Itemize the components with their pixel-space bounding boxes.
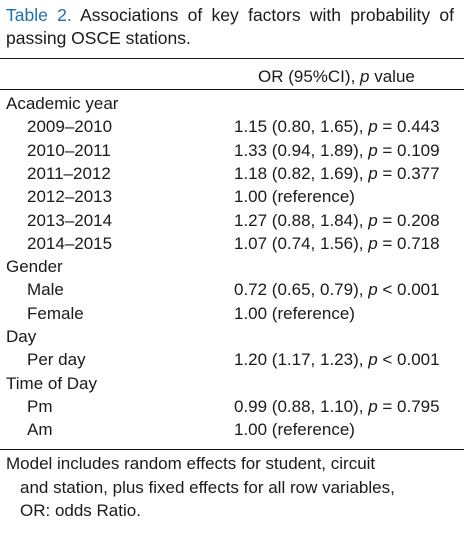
p-symbol: p (368, 210, 378, 230)
p-operator: = (377, 210, 398, 230)
row-or-value: 0.72 (0.65, 0.79), p < 0.001 (234, 278, 440, 302)
p-symbol: p (368, 396, 378, 416)
or-ci-text: 1.27 (0.88, 1.84), (234, 210, 369, 230)
row-category-label: Academic year (6, 94, 119, 113)
row-or-value: 1.18 (0.82, 1.69), p = 0.377 (234, 162, 440, 186)
or-ci-text: 1.20 (1.17, 1.23), (234, 350, 369, 370)
row-label: 2009–2010 (27, 117, 113, 137)
p-value: 0.718 (397, 233, 440, 253)
row-label: Male (27, 280, 64, 300)
row-category-label: Time of Day (6, 373, 98, 393)
or-ci-text: 1.00 (reference) (234, 187, 355, 207)
or-ci-text: 1.00 (reference) (234, 420, 355, 440)
table-row: 2009–2010 1.15 (0.80, 1.65), p = 0.443 (0, 115, 464, 139)
p-value: 0.001 (397, 280, 440, 300)
row-or-value: 1.33 (0.94, 1.89), p = 0.109 (234, 139, 440, 163)
p-operator: = (377, 396, 398, 416)
row-label: Pm (27, 396, 53, 416)
row-or-value: 1.20 (1.17, 1.23), p < 0.001 (234, 348, 440, 372)
column-header-p: p (360, 67, 370, 86)
table-row: Am 1.00 (reference) (0, 418, 464, 442)
table-caption-text: Associations of key factors with probabi… (6, 5, 454, 48)
p-value: 0.001 (397, 350, 440, 370)
table-category-row: Day (0, 325, 464, 349)
or-ci-text: 1.00 (reference) (234, 303, 355, 323)
or-ci-text: 1.07 (0.74, 1.56), (234, 233, 369, 253)
p-operator: < (377, 350, 398, 370)
table-category-row: Gender (0, 255, 464, 279)
p-operator: = (377, 233, 398, 253)
table-row: 2013–2014 1.27 (0.88, 1.84), p = 0.208 (0, 209, 464, 233)
row-label: 2010–2011 (27, 140, 111, 160)
top-rule (0, 58, 464, 59)
p-value: 0.109 (397, 140, 440, 160)
footnote-line-3: OR: odds Ratio. (20, 501, 141, 520)
row-or-value: 1.07 (0.74, 1.56), p = 0.718 (234, 232, 440, 256)
table-caption: Table 2. Associations of key factors wit… (6, 4, 454, 50)
p-symbol: p (368, 280, 378, 300)
p-value: 0.795 (397, 396, 440, 416)
header-rule (0, 89, 464, 90)
bottom-rule (0, 449, 464, 450)
column-header-suffix: value (369, 67, 415, 86)
p-symbol: p (368, 140, 378, 160)
row-or-value: 1.15 (0.80, 1.65), p = 0.443 (234, 115, 440, 139)
or-ci-text: 1.18 (0.82, 1.69), (234, 163, 369, 183)
row-label: 2013–2014 (27, 210, 113, 230)
p-operator: = (377, 163, 398, 183)
or-ci-text: 0.72 (0.65, 0.79), (234, 280, 369, 300)
table-row: Female 1.00 (reference) (0, 302, 464, 326)
p-symbol: p (368, 350, 378, 370)
row-or-value: 1.27 (0.88, 1.84), p = 0.208 (234, 209, 440, 233)
p-symbol: p (368, 117, 378, 137)
row-or-value: 1.00 (reference) (234, 185, 355, 209)
column-header-prefix: OR (95%CI), (258, 67, 361, 86)
or-ci-text: 1.15 (0.80, 1.65), (234, 117, 369, 137)
row-or-value: 1.00 (reference) (234, 302, 355, 326)
row-or-value: 0.99 (0.88, 1.10), p = 0.795 (234, 395, 440, 419)
table-row: Male 0.72 (0.65, 0.79), p < 0.001 (0, 278, 464, 302)
row-label: 2012–2013 (27, 187, 113, 207)
row-label: 2014–2015 (27, 233, 113, 253)
p-value: 0.377 (397, 163, 440, 183)
row-label: Per day (27, 350, 86, 370)
row-label: 2011–2012 (27, 163, 111, 183)
row-or-value: 1.00 (reference) (234, 418, 355, 442)
table-row: 2010–2011 1.33 (0.94, 1.89), p = 0.109 (0, 139, 464, 163)
p-operator: = (377, 117, 398, 137)
p-value: 0.443 (397, 117, 440, 137)
table-row: 2014–2015 1.07 (0.74, 1.56), p = 0.718 (0, 232, 464, 256)
footnote-line-2: and station, plus fixed effects for all … (20, 477, 395, 497)
table-row: 2011–2012 1.18 (0.82, 1.69), p = 0.377 (0, 162, 464, 186)
table-footnote: Model includes random effects for studen… (6, 452, 454, 523)
table-category-row: Time of Day (0, 372, 464, 396)
row-label: Am (27, 420, 53, 440)
p-symbol: p (368, 233, 378, 253)
row-category-label: Gender (6, 257, 63, 277)
p-operator: < (377, 280, 398, 300)
p-value: 0.208 (397, 210, 440, 230)
row-label: Female (27, 303, 84, 323)
p-symbol: p (368, 163, 378, 183)
footnote-line-1: Model includes random effects for studen… (6, 454, 376, 473)
row-category-label: Day (6, 327, 37, 346)
p-operator: = (377, 140, 398, 160)
table-category-row: Academic year (0, 92, 464, 116)
table-caption-label: Table 2. (6, 5, 72, 25)
table-row: Per day 1.20 (1.17, 1.23), p < 0.001 (0, 348, 464, 372)
or-ci-text: 0.99 (0.88, 1.10), (234, 396, 369, 416)
table-row: Pm 0.99 (0.88, 1.10), p = 0.795 (0, 395, 464, 419)
or-ci-text: 1.33 (0.94, 1.89), (234, 140, 369, 160)
table-row: 2012–2013 1.00 (reference) (0, 185, 464, 209)
column-header-or: OR (95%CI), p value (258, 65, 415, 88)
